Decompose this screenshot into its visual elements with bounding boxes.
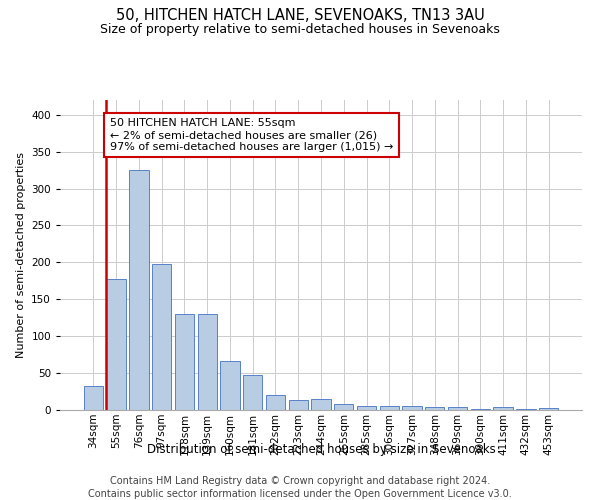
- Bar: [516, 408, 536, 410]
- Bar: [539, 408, 558, 410]
- Bar: [220, 360, 239, 410]
- Bar: [403, 406, 422, 410]
- Bar: [334, 404, 353, 410]
- Bar: [311, 399, 331, 410]
- Text: Contains HM Land Registry data © Crown copyright and database right 2024.: Contains HM Land Registry data © Crown c…: [110, 476, 490, 486]
- Text: 50 HITCHEN HATCH LANE: 55sqm
← 2% of semi-detached houses are smaller (26)
97% o: 50 HITCHEN HATCH LANE: 55sqm ← 2% of sem…: [110, 118, 393, 152]
- Bar: [84, 386, 103, 410]
- Text: Size of property relative to semi-detached houses in Sevenoaks: Size of property relative to semi-detach…: [100, 22, 500, 36]
- Y-axis label: Number of semi-detached properties: Number of semi-detached properties: [16, 152, 26, 358]
- Bar: [448, 407, 467, 410]
- Bar: [425, 407, 445, 410]
- Bar: [357, 406, 376, 410]
- Bar: [175, 314, 194, 410]
- Bar: [152, 264, 172, 410]
- Text: Distribution of semi-detached houses by size in Sevenoaks: Distribution of semi-detached houses by …: [146, 442, 496, 456]
- Bar: [289, 400, 308, 410]
- Text: Contains public sector information licensed under the Open Government Licence v3: Contains public sector information licen…: [88, 489, 512, 499]
- Text: 50, HITCHEN HATCH LANE, SEVENOAKS, TN13 3AU: 50, HITCHEN HATCH LANE, SEVENOAKS, TN13 …: [116, 8, 484, 22]
- Bar: [197, 314, 217, 410]
- Bar: [243, 376, 262, 410]
- Bar: [129, 170, 149, 410]
- Bar: [380, 406, 399, 410]
- Bar: [493, 407, 513, 410]
- Bar: [106, 278, 126, 410]
- Bar: [266, 395, 285, 410]
